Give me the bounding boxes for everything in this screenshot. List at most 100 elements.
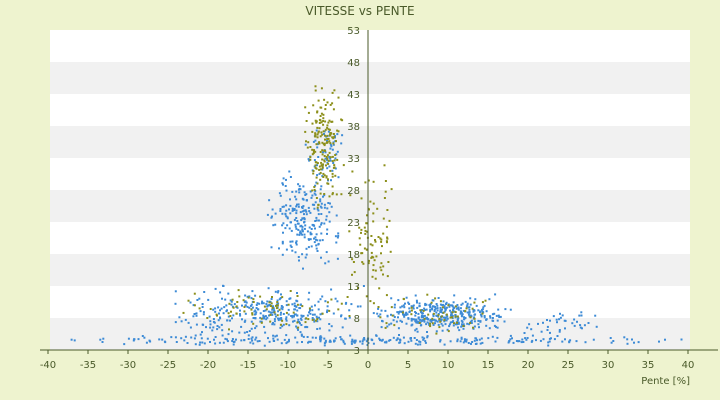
data-point bbox=[414, 342, 417, 345]
data-point bbox=[330, 145, 333, 148]
data-point bbox=[457, 322, 460, 325]
data-point bbox=[295, 217, 298, 219]
data-point bbox=[297, 183, 300, 186]
plot-band bbox=[50, 94, 690, 126]
data-point bbox=[435, 330, 438, 333]
data-point bbox=[329, 339, 332, 342]
data-point bbox=[323, 203, 326, 206]
data-point bbox=[480, 315, 483, 318]
data-point bbox=[372, 269, 375, 272]
data-point bbox=[254, 327, 257, 330]
data-point bbox=[265, 303, 268, 305]
data-point bbox=[301, 253, 304, 256]
data-point bbox=[196, 299, 199, 301]
data-point bbox=[337, 234, 340, 237]
data-point bbox=[203, 291, 206, 293]
data-point bbox=[289, 212, 292, 215]
data-point bbox=[525, 338, 528, 341]
data-point bbox=[435, 303, 438, 305]
data-point bbox=[259, 295, 262, 298]
data-point bbox=[206, 317, 209, 319]
data-point bbox=[435, 319, 437, 322]
data-point bbox=[268, 314, 270, 317]
data-point bbox=[193, 292, 196, 295]
data-point bbox=[282, 183, 284, 186]
data-point bbox=[158, 338, 161, 341]
data-point bbox=[189, 326, 192, 329]
data-point bbox=[493, 324, 496, 327]
data-point bbox=[456, 338, 459, 341]
data-point bbox=[277, 302, 280, 305]
data-point bbox=[434, 305, 436, 308]
data-point bbox=[318, 316, 320, 319]
data-point bbox=[320, 213, 323, 215]
data-point bbox=[316, 320, 319, 323]
data-point bbox=[326, 126, 329, 129]
data-point bbox=[331, 120, 334, 123]
data-point bbox=[280, 293, 282, 296]
data-point bbox=[337, 176, 340, 179]
data-point bbox=[279, 317, 281, 320]
data-point bbox=[310, 228, 313, 230]
data-point bbox=[426, 335, 429, 338]
data-point bbox=[221, 334, 224, 337]
data-point bbox=[553, 338, 556, 341]
data-point bbox=[401, 305, 404, 308]
data-point bbox=[317, 308, 320, 311]
data-point bbox=[307, 298, 310, 301]
data-point bbox=[526, 337, 529, 339]
data-point bbox=[518, 340, 521, 343]
data-point bbox=[320, 222, 323, 225]
data-point bbox=[445, 303, 447, 305]
data-point bbox=[276, 301, 279, 304]
data-point bbox=[325, 175, 328, 178]
data-point bbox=[276, 299, 279, 302]
data-point bbox=[289, 176, 292, 178]
data-point bbox=[297, 328, 299, 331]
data-point bbox=[454, 305, 457, 308]
data-point bbox=[496, 319, 499, 322]
data-point bbox=[297, 188, 300, 191]
y-tick-label: 18 bbox=[347, 250, 360, 261]
data-point bbox=[246, 305, 249, 308]
data-point bbox=[289, 290, 292, 292]
x-tick-label: -20 bbox=[200, 360, 216, 371]
data-point bbox=[443, 343, 446, 346]
data-point bbox=[326, 305, 329, 308]
data-point bbox=[209, 320, 212, 323]
data-point bbox=[226, 319, 229, 322]
data-point bbox=[555, 318, 558, 321]
data-point bbox=[372, 264, 375, 267]
x-tick-label: -15 bbox=[240, 360, 256, 371]
data-point bbox=[262, 314, 265, 317]
data-point bbox=[305, 325, 308, 328]
data-point bbox=[469, 303, 472, 306]
data-point bbox=[393, 303, 396, 306]
data-point bbox=[314, 150, 317, 153]
data-point bbox=[332, 143, 335, 146]
data-point bbox=[528, 323, 531, 326]
data-point bbox=[396, 311, 399, 314]
data-point bbox=[250, 337, 253, 340]
data-point bbox=[398, 341, 401, 344]
data-point bbox=[558, 318, 561, 321]
data-point bbox=[202, 323, 205, 326]
data-point bbox=[256, 302, 259, 305]
data-point bbox=[255, 325, 258, 328]
data-point bbox=[285, 189, 288, 192]
data-point bbox=[267, 304, 270, 307]
data-point bbox=[251, 336, 254, 339]
data-point bbox=[308, 311, 310, 314]
data-point bbox=[341, 119, 344, 122]
data-point bbox=[473, 325, 476, 328]
data-point bbox=[303, 217, 306, 220]
data-point bbox=[385, 225, 388, 228]
data-point bbox=[466, 302, 469, 305]
data-point bbox=[349, 334, 352, 337]
data-point bbox=[331, 148, 334, 151]
data-point bbox=[386, 325, 389, 328]
data-point bbox=[229, 319, 231, 322]
data-point bbox=[496, 326, 499, 329]
data-point bbox=[321, 166, 324, 169]
data-point bbox=[309, 340, 312, 343]
